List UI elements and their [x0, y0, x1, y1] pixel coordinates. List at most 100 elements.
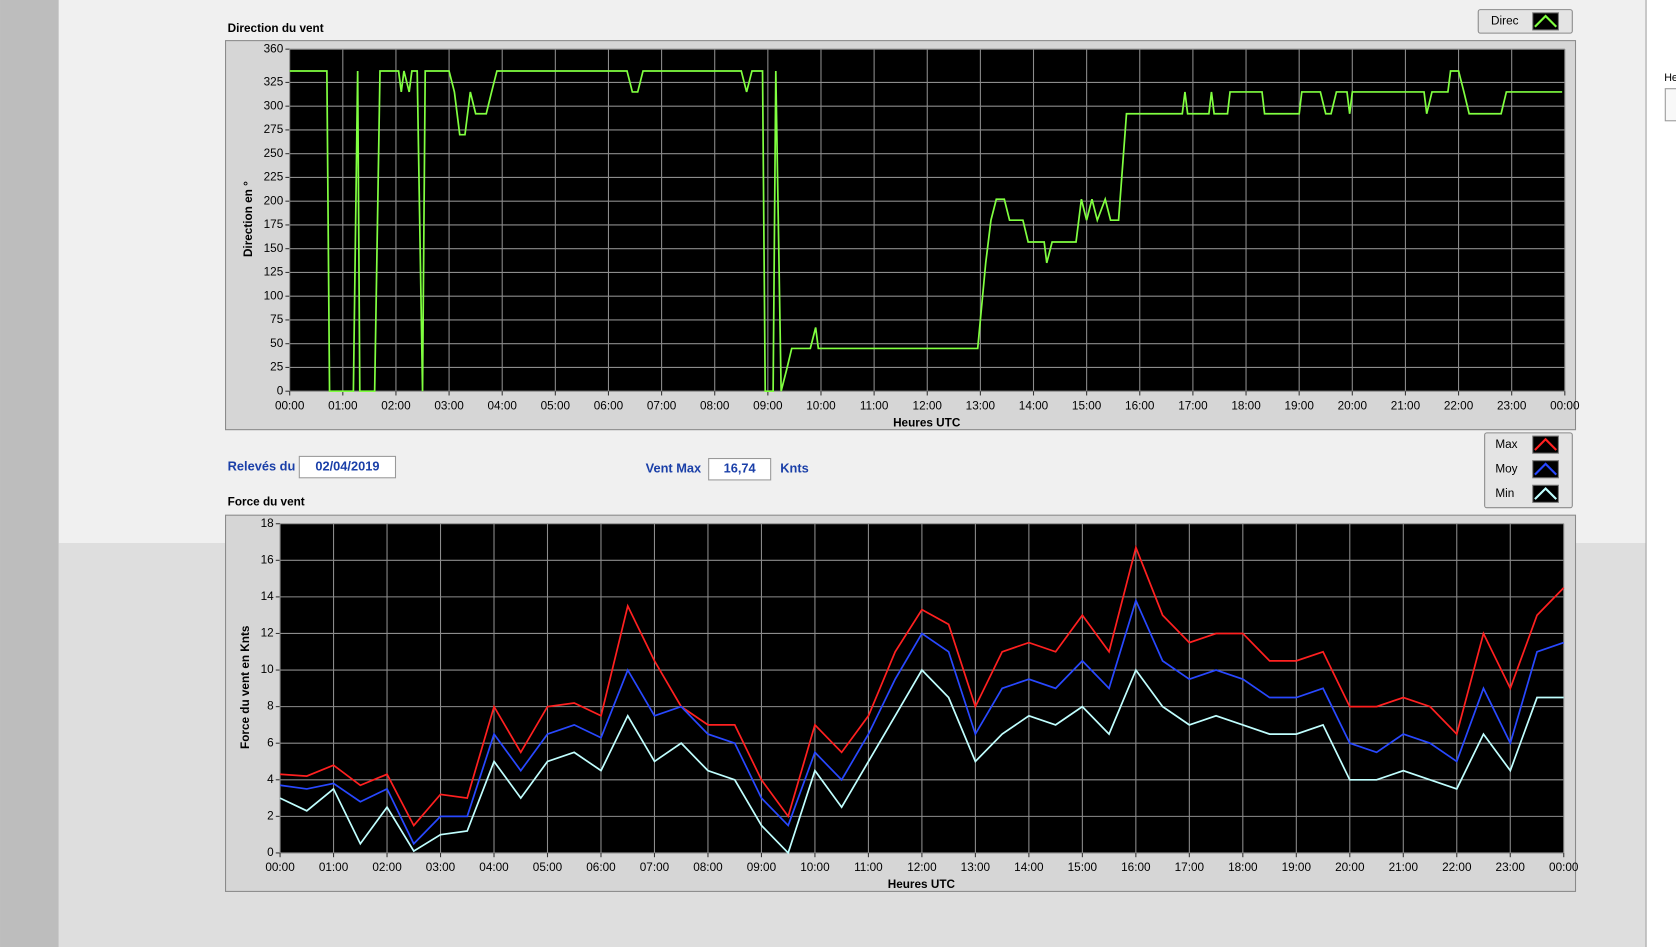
x-tick-label: 03:00: [434, 399, 464, 412]
legend-swatch: [1534, 486, 1558, 500]
x-tick-label: 09:00: [747, 861, 777, 874]
date-field[interactable]: [298, 455, 397, 479]
x-tick-label: 07:00: [647, 399, 677, 412]
x-tick-label: 20:00: [1338, 399, 1368, 412]
x-tick-label: 05:00: [541, 399, 571, 412]
legend-icon: [1532, 484, 1559, 503]
chart-title: Direction du vent: [228, 22, 324, 35]
y-axis-label: Force du vent en Knts: [239, 625, 252, 749]
x-tick-label: 13:00: [961, 861, 991, 874]
x-tick-label: 16:00: [1125, 399, 1155, 412]
x-tick-label: 10:00: [800, 861, 830, 874]
x-tick-label: 19:00: [1284, 399, 1314, 412]
x-tick-label: 07:00: [640, 861, 670, 874]
x-tick-label: 18:00: [1231, 399, 1261, 412]
y-tick-label: 50: [270, 337, 284, 350]
x-tick-label: 08:00: [700, 399, 730, 412]
x-tick-label: 00:00: [1550, 399, 1580, 412]
y-tick-label: 200: [264, 194, 284, 207]
y-tick-label: 275: [264, 123, 284, 136]
x-tick-label: 06:00: [594, 399, 624, 412]
y-axis-label: Direction en °: [242, 181, 255, 257]
x-tick-label: 11:00: [860, 399, 889, 412]
x-tick-label: 23:00: [1496, 861, 1526, 874]
series-line: [279, 598, 1565, 846]
y-tick-label: 75: [270, 313, 284, 326]
x-tick-label: 17:00: [1178, 399, 1208, 412]
side-box: [1664, 88, 1676, 122]
x-tick-label: 23:00: [1497, 399, 1527, 412]
y-tick-label: 12: [261, 627, 274, 640]
x-tick-label: 02:00: [372, 861, 402, 874]
x-axis-label: Heures UTC: [888, 878, 956, 891]
x-tick-label: 09:00: [753, 399, 783, 412]
releves-label: Relevés du: [228, 458, 296, 473]
legend-swatch: [1534, 462, 1558, 476]
x-tick-label: 01:00: [319, 861, 349, 874]
y-tick-label: 225: [264, 171, 284, 184]
legend-label: Min: [1495, 487, 1514, 500]
x-tick-label: 05:00: [533, 861, 563, 874]
x-tick-label: 22:00: [1444, 399, 1474, 412]
legend-label: Moy: [1495, 462, 1517, 475]
y-tick-label: 150: [264, 242, 284, 255]
legend-swatch: [1534, 437, 1558, 451]
legend-icon: [1532, 435, 1559, 454]
x-tick-label: 00:00: [265, 861, 295, 874]
y-tick-label: 0: [277, 384, 284, 397]
y-tick-label: 4: [267, 773, 274, 786]
y-tick-label: 360: [264, 42, 284, 55]
vent-max-field[interactable]: [708, 458, 772, 481]
legend-icon: [1532, 12, 1559, 31]
x-tick-label: 21:00: [1391, 399, 1421, 412]
y-tick-label: 8: [267, 700, 274, 713]
x-tick-label: 16:00: [1121, 861, 1151, 874]
y-tick-label: 2: [267, 809, 274, 822]
x-tick-label: 13:00: [966, 399, 996, 412]
y-tick-label: 325: [264, 76, 284, 89]
vent-max-value: 16,74: [724, 461, 757, 476]
y-tick-label: 300: [264, 99, 284, 112]
y-tick-label: 14: [261, 590, 275, 603]
legend-label: Max: [1495, 438, 1517, 451]
date-value: 02/04/2019: [315, 458, 379, 473]
x-tick-label: 12:00: [913, 399, 943, 412]
x-tick-label: 15:00: [1072, 399, 1102, 412]
x-tick-label: 12:00: [907, 861, 937, 874]
x-tick-label: 15:00: [1068, 861, 1098, 874]
x-tick-label: 19:00: [1282, 861, 1312, 874]
y-tick-label: 0: [267, 846, 274, 859]
y-tick-label: 16: [261, 553, 275, 566]
legend-label: Direc: [1491, 14, 1519, 27]
x-tick-label: 20:00: [1335, 861, 1365, 874]
x-axis-label: Heures UTC: [893, 416, 961, 429]
x-tick-label: 01:00: [328, 399, 358, 412]
x-tick-label: 11:00: [854, 861, 883, 874]
y-tick-label: 18: [261, 517, 275, 530]
y-tick-label: 10: [261, 663, 275, 676]
legend-swatch: [1534, 14, 1558, 28]
y-tick-label: 125: [264, 266, 284, 279]
x-tick-label: 06:00: [586, 861, 616, 874]
x-tick-label: 04:00: [479, 861, 509, 874]
x-tick-label: 08:00: [693, 861, 723, 874]
x-tick-label: 03:00: [426, 861, 456, 874]
y-tick-label: 6: [267, 736, 274, 749]
series-line: [279, 668, 1564, 855]
x-tick-label: 00:00: [275, 399, 305, 412]
legend-icon: [1532, 460, 1559, 479]
x-tick-label: 21:00: [1389, 861, 1419, 874]
side-label: He: [1664, 72, 1676, 84]
y-tick-label: 175: [264, 218, 284, 231]
unit: Knts: [780, 461, 808, 476]
x-tick-label: 00:00: [1549, 861, 1579, 874]
y-tick-label: 100: [264, 289, 284, 302]
y-tick-label: 25: [270, 361, 284, 374]
series-line: [289, 70, 1563, 393]
x-tick-label: 02:00: [381, 399, 411, 412]
x-tick-label: 18:00: [1228, 861, 1258, 874]
x-tick-label: 14:00: [1019, 399, 1049, 412]
x-tick-label: 22:00: [1442, 861, 1472, 874]
x-tick-label: 10:00: [806, 399, 836, 412]
